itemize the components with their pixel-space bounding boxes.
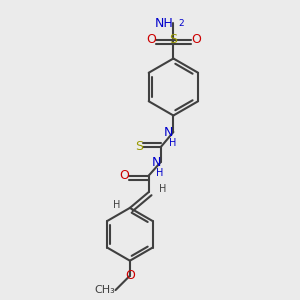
Text: H: H (159, 184, 166, 194)
Text: S: S (135, 140, 143, 154)
Text: H: H (169, 138, 176, 148)
Text: O: O (125, 269, 135, 282)
Text: H: H (156, 168, 163, 178)
Text: O: O (119, 169, 129, 182)
Text: 2: 2 (179, 19, 184, 28)
Text: NH: NH (155, 16, 173, 30)
Text: S: S (169, 33, 177, 46)
Text: CH₃: CH₃ (95, 285, 116, 295)
Text: N: N (164, 125, 173, 139)
Text: O: O (146, 33, 156, 46)
Text: O: O (191, 33, 201, 46)
Text: N: N (152, 155, 161, 169)
Text: H: H (113, 200, 120, 210)
